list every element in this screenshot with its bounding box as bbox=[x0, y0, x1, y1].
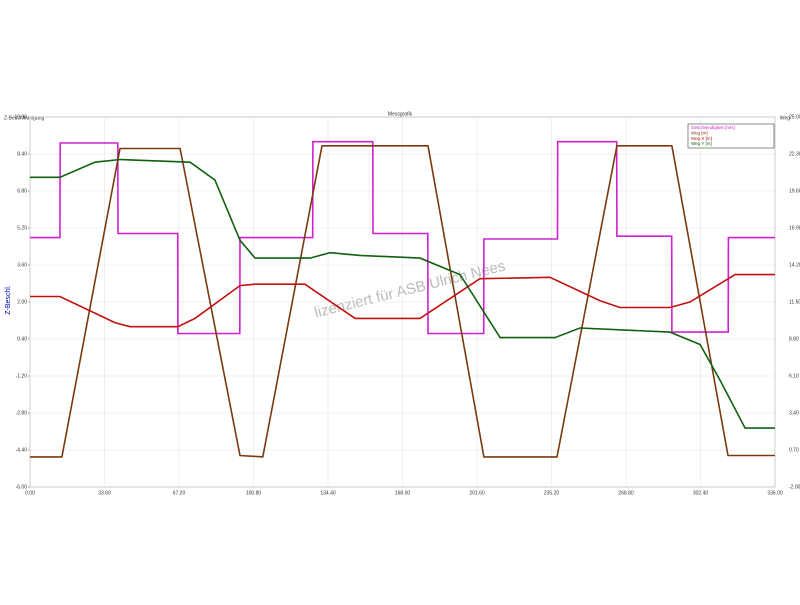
y-tick-label: 6.80 bbox=[17, 188, 27, 194]
x-tick-label: 134.40 bbox=[320, 490, 336, 496]
y-tick-label: 8.40 bbox=[17, 151, 27, 157]
y2-tick-label: 0.70 bbox=[789, 447, 799, 453]
y2-tick-label: 14.20 bbox=[789, 262, 800, 268]
x-tick-label: 336.00 bbox=[767, 490, 783, 496]
y2-tick-label: 19.60 bbox=[789, 188, 800, 194]
legend-entry: Geschwindigkeit [m/s] bbox=[691, 125, 735, 130]
y2-axis-title: Weg bbox=[780, 115, 790, 121]
chart-title: Messgrafik bbox=[388, 111, 413, 117]
y2-tick-label: 8.80 bbox=[789, 336, 799, 342]
x-tick-label: 168.00 bbox=[395, 490, 411, 496]
y2-tick-label: 11.50 bbox=[789, 299, 800, 305]
x-tick-label: 100.80 bbox=[246, 490, 262, 496]
series-line bbox=[30, 140, 775, 335]
series-line bbox=[30, 145, 775, 458]
x-tick-label: 0.00 bbox=[25, 490, 35, 496]
y2-tick-label: 3.40 bbox=[789, 410, 799, 416]
y2-tick-label: 16.90 bbox=[789, 225, 800, 231]
y2-tick-label: 22.30 bbox=[789, 151, 800, 157]
legend-entry: Weg X [m] bbox=[691, 136, 712, 141]
legend-entry: Weg [m] bbox=[691, 130, 708, 135]
legend-box bbox=[687, 123, 775, 149]
y-tick-label: 0.40 bbox=[17, 336, 27, 342]
y-tick-label: 3.60 bbox=[17, 262, 27, 268]
legend-entry: Weg Y [m] bbox=[691, 141, 712, 146]
x-tick-label: 67.20 bbox=[173, 490, 186, 496]
y-label: Z-Beschl. bbox=[5, 285, 12, 315]
x-tick-label: 268.80 bbox=[618, 490, 634, 496]
series-line bbox=[30, 158, 775, 429]
series-line bbox=[30, 273, 775, 328]
x-tick-label: 302.40 bbox=[693, 490, 709, 496]
x-tick-label: 235.20 bbox=[544, 490, 560, 496]
y-tick-label: 2.00 bbox=[17, 299, 27, 305]
x-tick-label: 201.60 bbox=[469, 490, 485, 496]
y-tick-label: 5.20 bbox=[17, 225, 27, 231]
y2-tick-label: 6.10 bbox=[789, 373, 799, 379]
y-tick-label: -2.80 bbox=[16, 410, 28, 416]
y2-tick-label: 25.00 bbox=[789, 114, 800, 120]
y-tick-label: -4.40 bbox=[16, 447, 28, 453]
y-axis-title: Z-Beschleunigung bbox=[4, 115, 45, 121]
y-tick-label: -6.00 bbox=[16, 484, 28, 490]
y-tick-label: -1.20 bbox=[16, 373, 28, 379]
y-tick-label: 10.00 bbox=[14, 114, 27, 120]
x-tick-label: 33.60 bbox=[98, 490, 111, 496]
y2-tick-label: -2.00 bbox=[789, 484, 800, 490]
